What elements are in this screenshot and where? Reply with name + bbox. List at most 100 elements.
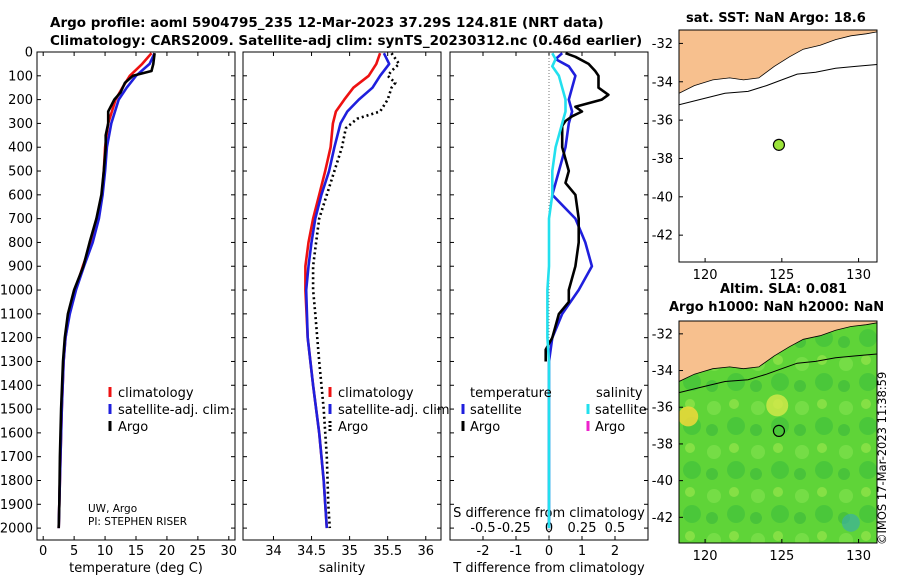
series-line-temperature-argo [544,51,610,362]
series-line-salinity-satellite [546,52,567,529]
x-tick-label: 0 [39,544,47,559]
top-x-tick-label: 0 [545,521,553,536]
depth-tick-label: 1800 [0,474,33,489]
x-tick-label: 10 [97,544,114,559]
figure-title-line2: Climatology: CARS2009. Satellite-adj cli… [50,33,643,49]
depth-tick-label: 1400 [0,379,33,394]
legend-label: satellite-adj. clim. [118,403,234,418]
x-tick-label: -1 [510,544,523,559]
lat-tick-label: -38 [652,152,673,167]
map-sst: -32 -34 -36 -38 -40 -42 120 125 130 [652,29,878,283]
depth-tick-label: 400 [8,141,33,156]
depth-tick-label: 1500 [0,403,33,418]
depth-tick-label: 500 [8,165,33,180]
depth-tick-label: 900 [8,260,33,275]
x-tick-label: 1 [578,544,586,559]
top-x-tick-label: 0.5 [605,521,626,536]
lon-tick-label: 130 [846,268,871,283]
legend-label: satellite [470,403,522,418]
x-tick-label: 35.5 [373,544,402,559]
lat-tick-label: -42 [652,511,673,526]
depth-tick-label: 1200 [0,331,33,346]
x-tick-label: 35 [341,544,358,559]
profile-panel-salinity: 34 34.5 35 35.5 36 salinity climatology satelli… [242,51,454,576]
lat-tick-label: -32 [652,327,673,342]
imos-timestamp: ©IMOS 17-Mar-2023 11:38:59 [875,371,889,545]
x-axis-label: temperature (deg C) [69,561,203,576]
legend-label: climatology [118,386,194,401]
legend-label: Argo [595,420,625,435]
annotation-text: UW, Argo [88,503,137,515]
lon-tick-label: 125 [769,549,794,564]
lon-tick-label: 120 [693,549,718,564]
x-tick-label: 2 [611,544,619,559]
top-x-tick-label: -0.25 [497,521,531,536]
annotation-text: PI: STEPHEN RISER [88,516,187,528]
profile-panel-temperature: 0100200300400500600700800900100011001200… [0,46,237,577]
lon-tick-label: 130 [846,549,871,564]
x-tick-label: 36 [417,544,434,559]
lat-tick-label: -34 [652,75,673,90]
shelf-contour [679,353,877,394]
x-axis-label: T difference from climatology [452,561,645,576]
argo-float-marker [772,424,786,437]
lon-tick-label: 125 [769,268,794,283]
x-tick-label: 30 [221,544,238,559]
lat-tick-label: -36 [652,401,673,416]
x-tick-label: 34 [265,544,282,559]
depth-tick-label: 100 [8,69,33,84]
panel-frame [242,51,442,541]
profile-panel-difference: -2 -1 0 1 2 T difference from climatology -0.5… [449,51,649,576]
depth-tick-label: 300 [8,117,33,132]
argo-float-marker [772,138,786,151]
legend-label: satellite-adj. clim. [338,403,454,418]
lat-tick-label: -42 [652,229,673,244]
legend-label: climatology [338,386,414,401]
sla-map-title-1: Altim. SLA: 0.081 [720,282,847,297]
sla-low-spot [841,513,860,532]
depth-tick-label: 700 [8,212,33,227]
map-frame [678,29,878,263]
x-tick-label: -2 [477,544,490,559]
land-australia [679,30,877,94]
legend-label: satellite [595,403,647,418]
top-x-tick-label: 0.25 [568,521,597,536]
map-content [679,321,877,543]
lat-tick-label: -32 [652,37,673,52]
sla-map-title-2: Argo h1000: NaN h2000: NaN [669,300,885,315]
legend-label: Argo [470,420,500,435]
figure-title-line1: Argo profile: aoml 5904795_235 12-Mar-20… [50,15,604,31]
x-axis-label: salinity [319,561,366,576]
sla-high-spot [679,406,699,427]
panel-frame [36,51,236,541]
legend-label: Argo [338,420,368,435]
depth-tick-label: 0 [25,46,33,61]
shelf-contour [679,64,877,106]
depth-tick-label: 1100 [0,307,33,322]
top-x-tick-label: -0.5 [470,521,495,536]
depth-tick-label: 800 [8,236,33,251]
depth-tick-label: 1000 [0,284,33,299]
lon-tick-label: 120 [693,268,718,283]
map-frame [678,320,878,544]
land-australia [679,321,877,382]
depth-tick-label: 1300 [0,355,33,370]
series-line-argo [311,52,401,529]
x-tick-label: 25 [190,544,207,559]
x-tick-label: 5 [70,544,78,559]
lat-tick-label: -38 [652,437,673,452]
x-tick-label: 34.5 [297,544,326,559]
lat-tick-label: -36 [652,114,673,129]
x-tick-label: 0 [545,544,553,559]
sst-map-title: sat. SST: NaN Argo: 18.6 [686,11,866,26]
depth-tick-label: 1900 [0,498,33,513]
series-line-argo [57,53,156,529]
depth-tick-label: 200 [8,93,33,108]
lat-tick-label: -40 [652,190,673,205]
depth-tick-label: 1700 [0,450,33,465]
x-tick-label: 15 [128,544,145,559]
legend-title-salinity: salinity [596,386,643,401]
legend-title-temperature: temperature [470,386,552,401]
depth-tick-label: 600 [8,188,33,203]
